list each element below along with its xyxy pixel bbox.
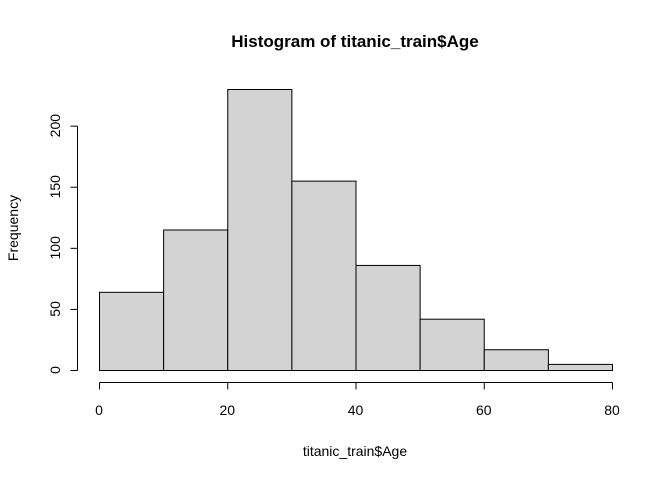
histogram-bar-40-50 (355, 264, 421, 371)
x-tick-label: 40 (348, 402, 364, 418)
x-tick-label: 0 (95, 402, 103, 418)
x-tick-label: 60 (476, 402, 492, 418)
y-tick-label: 0 (47, 366, 63, 374)
histogram-bar-20-30 (227, 89, 293, 371)
histogram-bar-50-60 (419, 318, 485, 371)
histogram-bar-70-80 (547, 363, 613, 371)
histogram-bar-60-70 (483, 349, 549, 372)
x-tick-label: 20 (219, 402, 235, 418)
y-axis-label: Frequency (5, 195, 21, 261)
histogram-bar-10-20 (163, 229, 229, 371)
y-tick-label: 150 (47, 175, 63, 199)
y-tick-label: 50 (47, 301, 63, 317)
x-axis: 0 20 40 60 80 (95, 382, 620, 418)
chart-title: Histogram of titanic_train$Age (231, 32, 479, 51)
y-tick-label: 200 (47, 114, 63, 138)
x-tick-label: 80 (604, 402, 620, 418)
x-axis-label: titanic_train$Age (303, 443, 408, 459)
histogram-bar-0-10 (99, 291, 165, 371)
histogram-bar-30-40 (291, 180, 357, 371)
y-tick-label: 100 (47, 236, 63, 260)
y-axis: 0 50 100 150 200 (47, 114, 78, 374)
histogram-bars (99, 89, 613, 372)
